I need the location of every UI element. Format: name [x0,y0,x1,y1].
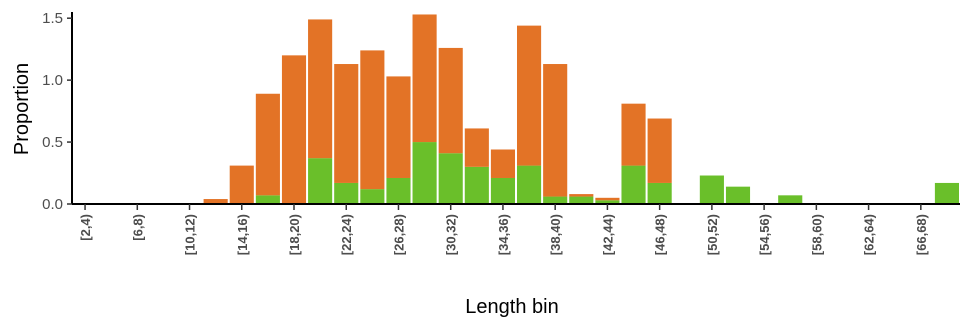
x-tick-label: [2,4) [78,214,93,241]
x-tick-label: [18,20) [287,214,302,255]
bar-segment-0-9 [308,158,333,204]
bar-segment-0-14 [438,153,463,204]
bar-segment-0-21 [621,165,646,204]
x-tick-label: [62,64) [862,214,877,255]
bar-segment-1-6 [229,165,254,204]
bar-segment-1-8 [281,55,307,204]
y-tick-label: 1.0 [42,72,63,89]
x-tick-label: [34,36) [496,214,511,255]
x-tick-label: [38,40) [548,214,563,255]
bar-segment-0-24 [699,175,724,204]
y-tick-label: 0.0 [42,196,63,213]
bar-segment-1-5 [203,199,228,204]
bar-segment-1-9 [308,19,333,159]
bar-segment-1-21 [621,103,646,166]
x-tick-label: [10,12) [183,214,198,255]
x-tick-label: [30,32) [444,214,459,255]
bar-segment-0-16 [490,177,515,204]
bar-segment-0-17 [517,165,542,204]
bar-segment-0-7 [255,195,280,204]
bar-segment-0-22 [647,182,672,204]
bar-segment-1-13 [412,14,437,143]
y-axis-title: Proportion [11,63,33,155]
x-tick-label: [50,52) [705,214,720,255]
y-tick-label: 0.5 [42,134,63,151]
bar-segment-0-18 [543,196,568,204]
x-tick-label: [6,8) [130,214,145,241]
bar-segment-0-10 [334,182,359,204]
bar-segment-0-15 [464,166,489,204]
x-tick-label: [46,48) [653,214,668,255]
y-tick-label: 1.5 [42,10,63,27]
bar-segment-0-19 [569,196,594,204]
bar-segment-1-18 [543,64,568,197]
x-axis: [2,4) [6,8) [10,12) [14,16) [18,20) [22,24) [2… [72,203,960,255]
bar-segment-1-10 [334,64,359,183]
bar-segment-1-15 [464,128,489,167]
x-tick-label: [58,60) [809,214,824,255]
bar-segment-1-11 [360,50,385,190]
bar-segment-1-22 [647,118,672,183]
x-tick-label: [66,68) [914,214,929,255]
bars-group [203,14,959,204]
bar-segment-1-19 [569,194,594,197]
bar-segment-0-13 [412,142,437,204]
x-tick-label: [54,56) [757,214,772,255]
bar-segment-0-12 [386,177,411,204]
bar-segment-0-27 [778,195,803,204]
x-tick-label: [14,16) [235,214,250,255]
x-tick-label: [22,24) [339,214,354,255]
bar-segment-1-12 [386,76,411,178]
x-axis-title: Length bin [465,296,558,318]
bar-segment-1-14 [438,47,463,154]
bar-segment-0-25 [725,186,751,204]
bar-segment-1-17 [517,25,542,166]
bar-segment-0-20 [595,200,620,204]
y-axis: 0.0 0.5 1.0 1.5 [42,10,73,213]
x-tick-label: [26,28) [391,214,406,255]
x-tick-label: [42,44) [600,214,615,255]
bar-segment-1-16 [490,149,515,178]
bar-segment-0-33 [934,182,959,204]
bar-segment-0-11 [360,189,385,204]
bar-segment-1-7 [255,93,280,196]
bar-segment-1-20 [595,197,620,201]
